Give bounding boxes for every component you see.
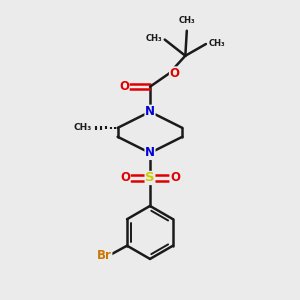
Text: N: N <box>145 146 155 159</box>
Text: N: N <box>145 105 155 118</box>
Text: Br: Br <box>97 250 112 262</box>
Text: CH₃: CH₃ <box>145 34 162 43</box>
Text: O: O <box>119 80 129 93</box>
Text: CH₃: CH₃ <box>74 123 92 132</box>
Text: S: S <box>145 172 155 184</box>
Text: O: O <box>170 172 180 184</box>
Text: CH₃: CH₃ <box>178 16 195 25</box>
Text: O: O <box>120 172 130 184</box>
Text: CH₃: CH₃ <box>209 40 225 49</box>
Text: O: O <box>169 67 179 80</box>
